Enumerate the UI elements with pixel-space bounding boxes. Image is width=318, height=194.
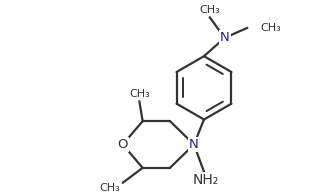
Text: N: N — [220, 31, 230, 44]
Text: NH₂: NH₂ — [192, 173, 219, 187]
Text: O: O — [117, 138, 128, 151]
Text: CH₃: CH₃ — [100, 183, 121, 193]
Text: CH₃: CH₃ — [260, 23, 281, 33]
Text: CH₃: CH₃ — [199, 5, 220, 15]
Text: CH₃: CH₃ — [129, 89, 150, 99]
Text: N: N — [189, 138, 199, 151]
